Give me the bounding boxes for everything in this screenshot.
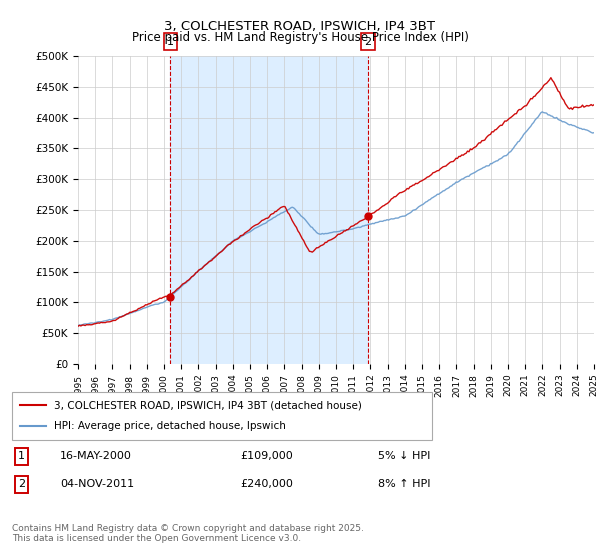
Text: Contains HM Land Registry data © Crown copyright and database right 2025.
This d: Contains HM Land Registry data © Crown c… xyxy=(12,524,364,543)
Text: 3, COLCHESTER ROAD, IPSWICH, IP4 3BT (detached house): 3, COLCHESTER ROAD, IPSWICH, IP4 3BT (de… xyxy=(54,400,362,410)
Text: HPI: Average price, detached house, Ipswich: HPI: Average price, detached house, Ipsw… xyxy=(54,421,286,431)
Text: 2: 2 xyxy=(18,479,25,489)
Text: Price paid vs. HM Land Registry's House Price Index (HPI): Price paid vs. HM Land Registry's House … xyxy=(131,31,469,44)
Bar xyxy=(170,56,368,364)
Text: 8% ↑ HPI: 8% ↑ HPI xyxy=(378,479,431,489)
Text: 1: 1 xyxy=(18,451,25,461)
Text: 16-MAY-2000: 16-MAY-2000 xyxy=(60,451,132,461)
Text: £109,000: £109,000 xyxy=(240,451,293,461)
FancyBboxPatch shape xyxy=(12,392,432,440)
Text: 2: 2 xyxy=(364,37,371,47)
Text: £240,000: £240,000 xyxy=(240,479,293,489)
Text: 5% ↓ HPI: 5% ↓ HPI xyxy=(378,451,430,461)
Text: 1: 1 xyxy=(167,37,174,47)
Text: 3, COLCHESTER ROAD, IPSWICH, IP4 3BT: 3, COLCHESTER ROAD, IPSWICH, IP4 3BT xyxy=(164,20,436,32)
Text: 04-NOV-2011: 04-NOV-2011 xyxy=(60,479,134,489)
